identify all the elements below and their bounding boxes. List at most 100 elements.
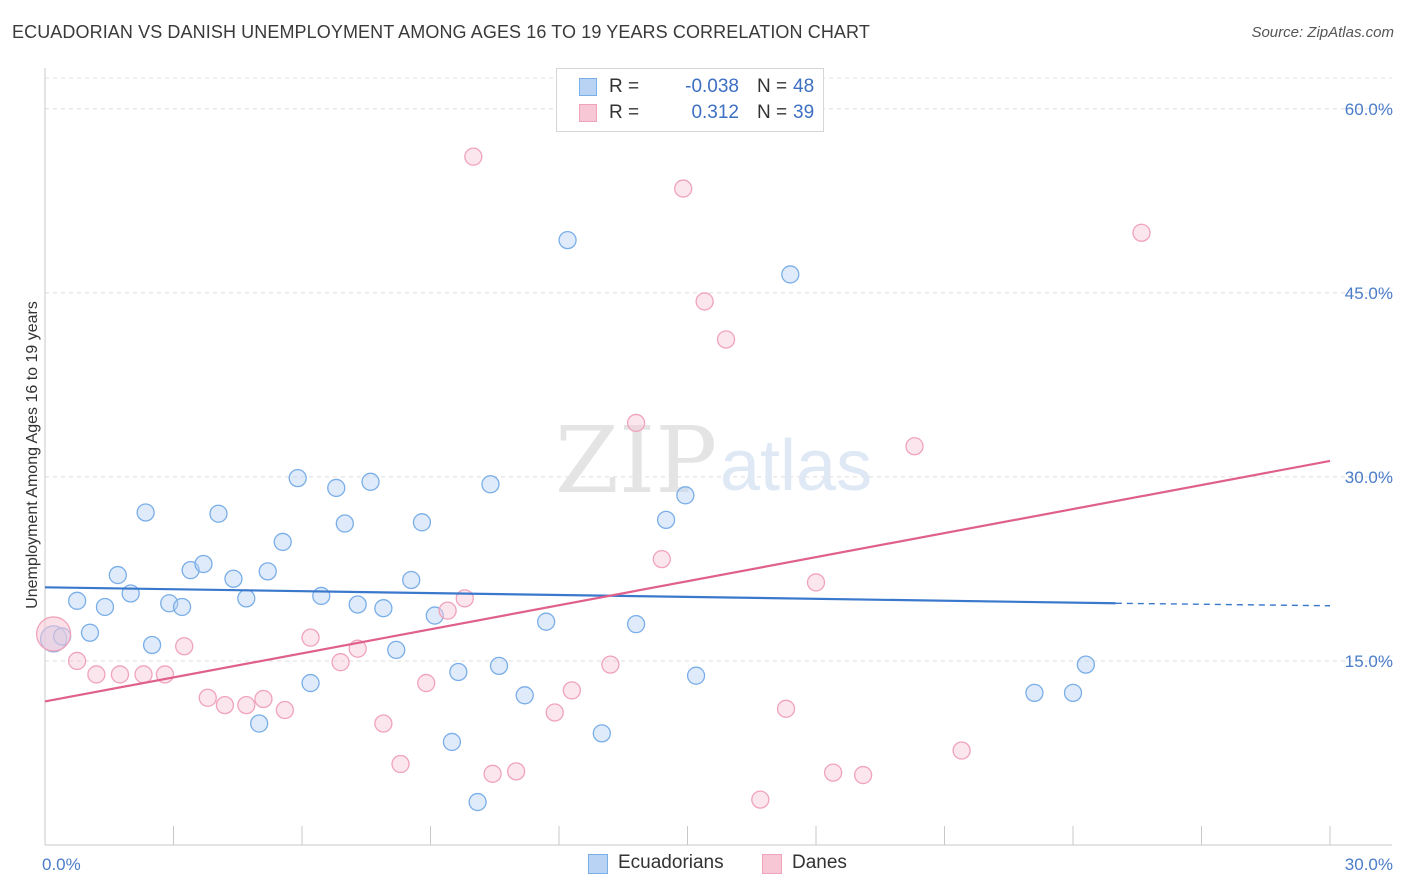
chart-title: ECUADORIAN VS DANISH UNEMPLOYMENT AMONG … xyxy=(12,22,870,42)
y-tick-label: 15.0% xyxy=(1345,652,1393,671)
data-points xyxy=(35,147,1151,812)
r-value: -0.038 xyxy=(685,76,739,97)
x-tick-label: 30.0% xyxy=(1345,855,1393,874)
ecuadorian-point xyxy=(327,478,346,498)
danish-point xyxy=(1132,223,1151,242)
ecuadorian-point xyxy=(449,662,468,682)
ecuadorian-point xyxy=(468,792,487,812)
ecuadorian-point xyxy=(136,503,155,522)
ecuadorian-point xyxy=(80,623,100,642)
ecuadorian-point xyxy=(626,614,646,634)
stats-legend: R = -0.038 N = 48 R = 0.312 N = 39 xyxy=(556,68,824,132)
n-value: 39 xyxy=(793,102,815,123)
danish-point xyxy=(823,763,843,782)
ecuadorian-point xyxy=(67,591,87,610)
ecuadorian-point xyxy=(348,595,367,614)
ecuadorian-point xyxy=(412,513,432,532)
ecuadorian-point xyxy=(1025,683,1044,703)
tick-labels: 15.0% 30.0% 45.0% 60.0% 0.0% 30.0% xyxy=(42,100,1393,874)
y-axis-title: Unemployment Among Ages 16 to 19 years xyxy=(24,301,41,609)
danish-point xyxy=(301,628,320,647)
ecuadorian-point xyxy=(1063,683,1083,703)
ecuadorian-point xyxy=(209,504,228,523)
danish-point xyxy=(175,637,194,656)
danish-point xyxy=(464,147,483,166)
danish-trend-line xyxy=(44,459,1331,703)
danish-point xyxy=(483,764,502,783)
watermark-zip: ZIP xyxy=(555,407,717,514)
y-tick-label: 60.0% xyxy=(1345,100,1393,119)
ecuadorian-point xyxy=(95,597,115,617)
ecuadorian-point xyxy=(402,570,421,590)
watermark: ZIP atlas xyxy=(555,407,872,514)
danish-point xyxy=(417,673,436,693)
ecuadorian-point xyxy=(258,562,277,581)
watermark-atlas: atlas xyxy=(720,426,872,506)
danish-point xyxy=(806,573,826,592)
r-value: 0.312 xyxy=(691,102,739,123)
danish-point xyxy=(507,762,526,781)
trend-lines xyxy=(44,459,1331,703)
ecuadorian-point xyxy=(489,656,509,676)
axes xyxy=(44,68,1392,846)
ecuadorian-point xyxy=(1076,655,1095,674)
ecuadorian-point xyxy=(361,472,380,491)
ecuadorian-trend-extension xyxy=(1115,602,1331,607)
ecuadorian-point xyxy=(374,599,393,618)
danish-point xyxy=(626,413,646,433)
danish-point xyxy=(652,549,671,569)
danish-point xyxy=(254,689,273,709)
danish-point xyxy=(716,330,736,349)
ecuadorian-point xyxy=(312,586,331,606)
danish-point xyxy=(134,665,153,684)
y-tick-label: 45.0% xyxy=(1345,284,1393,303)
danish-point xyxy=(275,700,295,720)
source-credit: Source: ZipAtlas.com xyxy=(1251,24,1394,41)
danish-point xyxy=(695,292,714,311)
danes-swatch xyxy=(579,104,597,122)
danish-point xyxy=(391,754,410,774)
ecuadorian-point xyxy=(558,230,577,250)
ecuadorian-point xyxy=(656,510,676,529)
ecuadorian-point xyxy=(273,532,292,552)
ecuadorian-point xyxy=(301,673,320,693)
ecuadorian-point xyxy=(335,514,354,533)
danish-point xyxy=(374,714,393,733)
legend-swatch-danes xyxy=(762,854,782,874)
stats-row-danes: R = 0.312 N = 39 xyxy=(579,100,814,126)
danish-point xyxy=(751,790,770,809)
legend-swatch-ecuadorians xyxy=(588,854,608,874)
n-value: 48 xyxy=(793,76,815,97)
danish-point xyxy=(952,741,971,760)
y-tick-label: 30.0% xyxy=(1345,468,1393,487)
danish-point xyxy=(67,651,87,671)
danish-point xyxy=(331,653,350,672)
danish-point xyxy=(198,688,217,707)
ecuadorian-point xyxy=(781,265,800,284)
ecuadorian-point xyxy=(387,640,406,660)
ecuadorian-point xyxy=(515,686,534,705)
gridlines xyxy=(45,77,1392,662)
danish-point xyxy=(776,699,796,718)
n-label: N = xyxy=(757,76,788,97)
ecuadorian-point xyxy=(288,468,307,488)
ecuadorian-point xyxy=(142,635,162,655)
ecuadorians-swatch xyxy=(579,78,597,96)
danish-point xyxy=(110,665,130,684)
danish-point xyxy=(905,437,924,456)
legend-label-ecuadorians: Ecuadorians xyxy=(618,852,724,873)
danish-point xyxy=(674,179,693,198)
legend-label-danes: Danes xyxy=(792,852,847,873)
ecuadorian-point xyxy=(686,666,706,685)
r-label: R = xyxy=(609,102,640,123)
danish-point xyxy=(35,616,72,652)
danish-point xyxy=(601,655,620,674)
ecuadorian-point xyxy=(592,724,611,743)
ecuadorian-point xyxy=(108,565,127,585)
ecuadorian-point xyxy=(237,589,256,608)
danish-point xyxy=(87,665,106,684)
ecuadorian-point xyxy=(224,569,243,588)
n-label: N = xyxy=(757,102,788,123)
ecuadorian-point xyxy=(194,554,213,574)
